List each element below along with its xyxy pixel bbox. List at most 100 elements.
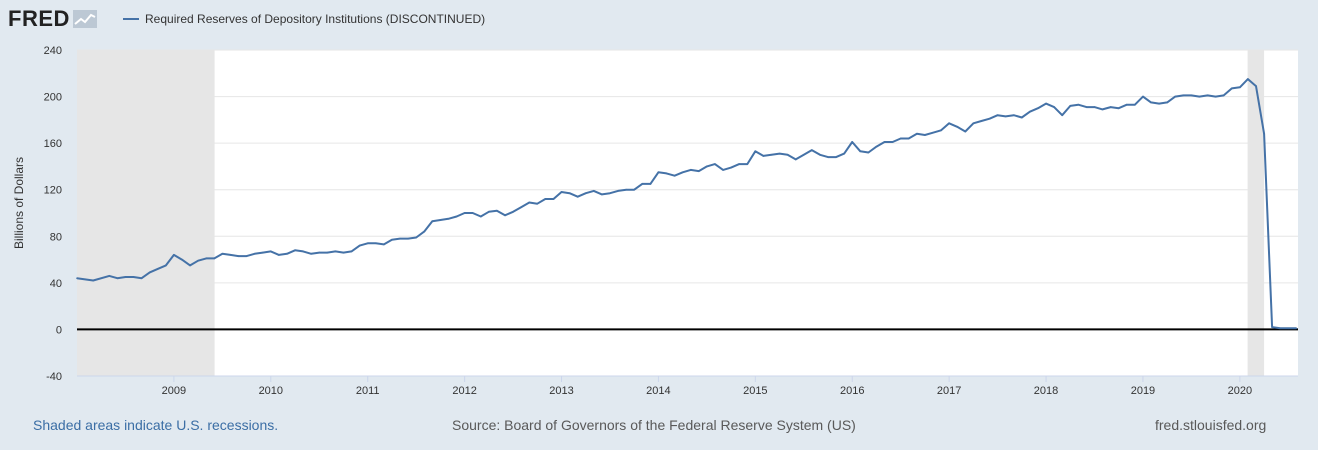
source-note: Source: Board of Governors of the Federa… [452, 417, 856, 433]
data-point [76, 277, 78, 280]
data-point [1279, 327, 1282, 330]
legend-swatch [123, 18, 139, 20]
data-point [148, 271, 151, 274]
data-point [778, 152, 781, 155]
data-point [1182, 94, 1185, 97]
data-point [681, 171, 684, 174]
data-point [794, 158, 797, 161]
y-tick-label: 240 [44, 45, 62, 57]
data-point [746, 163, 749, 165]
data-point [399, 237, 401, 240]
data-point [471, 212, 474, 214]
data-point [665, 172, 668, 175]
data-point [1117, 107, 1120, 110]
chart-trend-icon [72, 10, 97, 28]
data-point [1012, 114, 1015, 116]
data-point [480, 215, 482, 218]
data-point [657, 171, 660, 174]
data-point [811, 149, 813, 151]
data-point [366, 242, 369, 245]
x-tick-label: 2015 [743, 385, 767, 397]
data-point [802, 153, 805, 156]
y-tick-label: 0 [56, 324, 62, 336]
data-point [358, 244, 361, 247]
data-point [415, 236, 417, 239]
data-point [592, 190, 595, 192]
data-point [173, 254, 175, 256]
data-point [996, 114, 999, 116]
y-tick-label: 200 [44, 92, 62, 104]
x-tick-label: 2016 [840, 385, 864, 397]
data-point [504, 214, 506, 217]
data-point [205, 257, 207, 260]
data-point [253, 252, 256, 255]
data-point [1125, 103, 1128, 106]
data-point [552, 198, 555, 200]
data-point [698, 170, 700, 172]
data-point [843, 152, 845, 155]
data-point [1174, 95, 1177, 98]
data-point [891, 141, 894, 143]
data-point [641, 183, 644, 185]
data-point [940, 129, 942, 132]
site-link[interactable]: fred.stlouisfed.org [1155, 417, 1267, 433]
x-tick-label: 2017 [937, 385, 961, 397]
y-tick-label: -40 [46, 371, 62, 383]
data-point [1263, 133, 1265, 135]
x-tick-label: 2019 [1131, 385, 1155, 397]
data-point [1206, 94, 1209, 97]
data-point [1069, 105, 1072, 107]
data-point [1255, 85, 1257, 87]
plot-area [77, 50, 1298, 376]
fred-logo[interactable]: FRED [8, 6, 97, 32]
y-axis-label: Billions of Dollars [12, 157, 26, 249]
x-tick-label: 2018 [1034, 385, 1058, 397]
data-point [536, 202, 539, 205]
x-tick-label: 2013 [549, 385, 573, 397]
data-point [730, 166, 732, 169]
data-point [213, 257, 216, 260]
data-point [108, 275, 111, 277]
data-point [92, 279, 94, 282]
data-point [528, 201, 531, 204]
recession-note: Shaded areas indicate U.S. recessions. [33, 417, 279, 433]
data-point [819, 153, 821, 156]
data-point [924, 134, 926, 136]
data-point [261, 251, 264, 254]
data-point [907, 137, 910, 140]
data-point [633, 188, 636, 191]
data-point [601, 193, 603, 196]
data-point [1004, 115, 1007, 118]
data-point [867, 151, 870, 154]
data-point [286, 252, 288, 255]
data-point [706, 165, 708, 168]
data-point [221, 252, 224, 255]
data-point [342, 251, 345, 254]
data-point [229, 254, 232, 256]
data-point [1198, 95, 1201, 98]
data-point [1295, 327, 1298, 330]
data-point [1231, 87, 1233, 90]
data-point [391, 238, 393, 241]
data-point [189, 264, 191, 267]
data-point [270, 250, 272, 253]
data-point [560, 191, 563, 193]
y-tick-label: 160 [44, 138, 62, 150]
data-point [956, 126, 958, 128]
data-point [609, 192, 611, 195]
series-line [76, 78, 1297, 330]
data-point [496, 209, 498, 212]
data-point [754, 150, 757, 153]
x-tick-label: 2014 [646, 385, 670, 397]
data-point [1190, 94, 1193, 97]
data-point [245, 255, 248, 257]
data-point [576, 195, 579, 198]
x-tick-label: 2012 [452, 385, 476, 397]
data-point [407, 237, 409, 240]
data-point [181, 258, 183, 261]
data-point [875, 145, 878, 148]
data-point [1029, 110, 1031, 113]
data-point [334, 250, 337, 253]
data-point [1239, 86, 1241, 89]
chart-legend: Required Reserves of Depository Institut… [123, 12, 485, 26]
